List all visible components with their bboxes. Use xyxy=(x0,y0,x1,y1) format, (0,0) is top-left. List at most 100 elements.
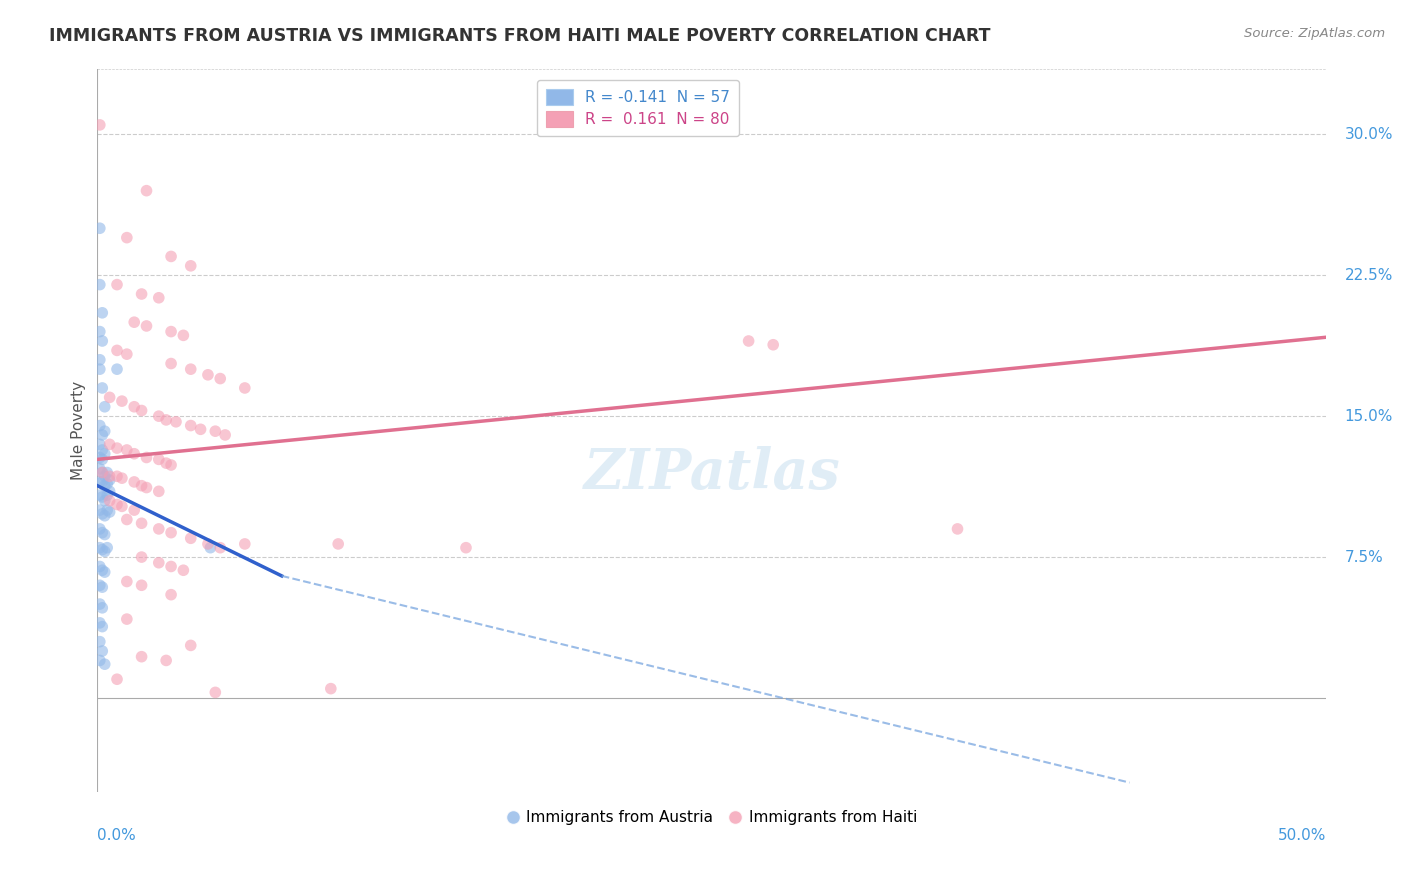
Point xyxy=(148,291,170,305)
Point xyxy=(93,544,115,558)
Point xyxy=(96,503,118,517)
Point xyxy=(131,516,153,531)
Point xyxy=(105,343,128,358)
Point xyxy=(89,578,111,592)
Point xyxy=(105,277,128,292)
Point xyxy=(105,441,128,455)
Point xyxy=(115,442,138,457)
Text: Source: ZipAtlas.com: Source: ZipAtlas.com xyxy=(1244,27,1385,40)
Point xyxy=(160,525,183,540)
Point xyxy=(96,466,118,480)
Text: 50.0%: 50.0% xyxy=(1278,828,1326,843)
Point xyxy=(89,325,111,339)
Point xyxy=(89,450,111,465)
Point xyxy=(946,522,969,536)
Point xyxy=(89,541,111,555)
Point xyxy=(155,653,177,667)
Point xyxy=(91,334,114,348)
Point xyxy=(165,415,187,429)
Point xyxy=(91,466,114,480)
Point xyxy=(89,615,111,630)
Point xyxy=(197,537,219,551)
Point xyxy=(89,488,111,502)
Point xyxy=(200,541,222,555)
Point xyxy=(91,542,114,557)
Point xyxy=(93,424,115,438)
Point xyxy=(91,381,114,395)
Point xyxy=(180,639,202,653)
Point xyxy=(148,452,170,467)
Point xyxy=(89,118,111,132)
Point xyxy=(89,522,111,536)
Point xyxy=(180,362,202,376)
Point xyxy=(135,481,157,495)
Point xyxy=(105,469,128,483)
Point xyxy=(197,368,219,382)
Point xyxy=(160,249,183,263)
Point xyxy=(122,503,145,517)
Point xyxy=(160,559,183,574)
Point xyxy=(115,512,138,526)
Point xyxy=(155,413,177,427)
Point xyxy=(204,424,226,438)
Point xyxy=(131,478,153,492)
Point xyxy=(89,559,111,574)
Point xyxy=(91,475,114,489)
Point xyxy=(160,588,183,602)
Point xyxy=(91,644,114,658)
Point xyxy=(148,522,170,536)
Point xyxy=(204,685,226,699)
Point xyxy=(190,422,212,436)
Point xyxy=(91,580,114,594)
Text: IMMIGRANTS FROM AUSTRIA VS IMMIGRANTS FROM HAITI MALE POVERTY CORRELATION CHART: IMMIGRANTS FROM AUSTRIA VS IMMIGRANTS FR… xyxy=(49,27,991,45)
Point xyxy=(91,452,114,467)
Y-axis label: Male Poverty: Male Poverty xyxy=(72,381,86,480)
Legend: Immigrants from Austria, Immigrants from Haiti: Immigrants from Austria, Immigrants from… xyxy=(501,805,924,831)
Point xyxy=(89,503,111,517)
Point xyxy=(98,473,121,487)
Point xyxy=(98,505,121,519)
Point xyxy=(131,578,153,592)
Point xyxy=(319,681,342,696)
Point xyxy=(115,230,138,244)
Point xyxy=(93,447,115,461)
Point xyxy=(89,352,111,367)
Point xyxy=(737,334,759,348)
Point xyxy=(89,362,111,376)
Point xyxy=(148,409,170,424)
Text: 0.0%: 0.0% xyxy=(97,828,136,843)
Point xyxy=(148,484,170,499)
Point xyxy=(454,541,477,555)
Point xyxy=(98,493,121,508)
Point xyxy=(96,476,118,491)
Point xyxy=(180,418,202,433)
Point xyxy=(131,550,153,565)
Point xyxy=(91,442,114,457)
Point xyxy=(209,541,232,555)
Point xyxy=(131,403,153,417)
Point xyxy=(111,500,134,514)
Point xyxy=(122,315,145,329)
Point xyxy=(172,328,194,343)
Point xyxy=(98,390,121,404)
Point xyxy=(89,653,111,667)
Point xyxy=(131,649,153,664)
Point xyxy=(115,612,138,626)
Point xyxy=(160,458,183,472)
Point xyxy=(111,394,134,409)
Point xyxy=(180,531,202,545)
Point xyxy=(122,400,145,414)
Text: ZIPatlas: ZIPatlas xyxy=(583,446,841,501)
Point xyxy=(98,437,121,451)
Point xyxy=(214,428,236,442)
Point xyxy=(89,475,111,489)
Point xyxy=(135,184,157,198)
Point xyxy=(122,475,145,489)
Point xyxy=(89,277,111,292)
Point xyxy=(91,466,114,480)
Point xyxy=(93,527,115,541)
Text: 15.0%: 15.0% xyxy=(1344,409,1393,424)
Point xyxy=(96,488,118,502)
Point xyxy=(160,325,183,339)
Point xyxy=(93,493,115,508)
